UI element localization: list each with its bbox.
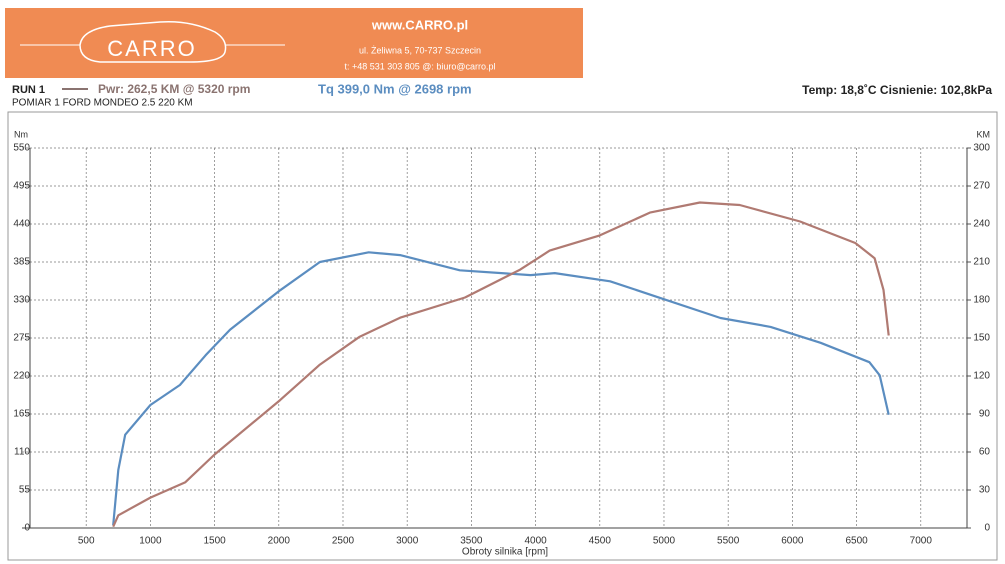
x-tick-label: 2500 [332,536,355,547]
y2-tick-label: 90 [979,409,991,420]
x-tick-label: 5000 [653,536,676,547]
y-tick-label: 165 [13,409,30,420]
run-label: RUN 1 [12,84,45,96]
x-axis-label: Obroty silnika [rpm] [462,547,548,558]
website: www.CARRO.pl [371,17,468,32]
x-tick-label: 1500 [203,536,226,547]
y2-tick-label: 240 [973,219,990,230]
y2-tick-label: 300 [973,143,990,154]
logo-car [79,20,227,63]
x-tick-label: 7000 [910,536,933,547]
y-tick-label: 440 [13,219,30,230]
address: ul. Żeliwna 5, 70-737 Szczecin [359,45,481,55]
run-description: POMIAR 1 FORD MONDEO 2.5 220 KM [12,98,193,109]
y2-tick-label: 210 [973,257,990,268]
logo-text: CARRO [107,36,196,61]
conditions: Temp: 18,8˚C Cisnienie: 102,8kPa [802,83,992,97]
x-tick-label: 500 [78,536,95,547]
power-summary: Pwr: 262,5 KM @ 5320 rpm [98,82,250,96]
y-tick-label: 495 [13,181,30,192]
x-tick-label: 6500 [845,536,868,547]
y-tick-label: 550 [13,143,30,154]
y-tick-label: 220 [13,371,30,382]
series-line [112,251,890,526]
y-tick-label: 330 [13,295,30,306]
contact: t: +48 531 303 805 @: biuro@carro.pl [344,61,495,71]
x-tick-label: 1000 [139,536,162,547]
x-tick-label: 4500 [589,536,612,547]
y2-tick-label: 270 [973,181,990,192]
torque-summary: Tq 399,0 Nm @ 2698 rpm [318,81,472,96]
series-line [112,201,890,528]
y2-tick-label: 60 [979,447,991,458]
x-tick-label: 5500 [717,536,740,547]
x-tick-label: 3000 [396,536,419,547]
y2-tick-label: 30 [979,485,991,496]
x-tick-label: 4000 [524,536,547,547]
x-tick-label: 2000 [268,536,291,547]
header-banner [5,8,583,78]
y-tick-label: 275 [13,333,30,344]
y-tick-label: 385 [13,257,30,268]
chart-frame [7,111,998,561]
y2-tick-label: 180 [973,295,990,306]
y2-axis-label: KM [977,129,991,139]
x-tick-label: 6000 [781,536,804,547]
x-tick-label: 3500 [460,536,483,547]
y-axis-label: Nm [14,129,28,139]
y2-tick-label: 120 [973,371,990,382]
y-tick-label: 55 [19,485,31,496]
y2-tick-label: 0 [984,523,990,534]
y2-tick-label: 150 [973,333,990,344]
